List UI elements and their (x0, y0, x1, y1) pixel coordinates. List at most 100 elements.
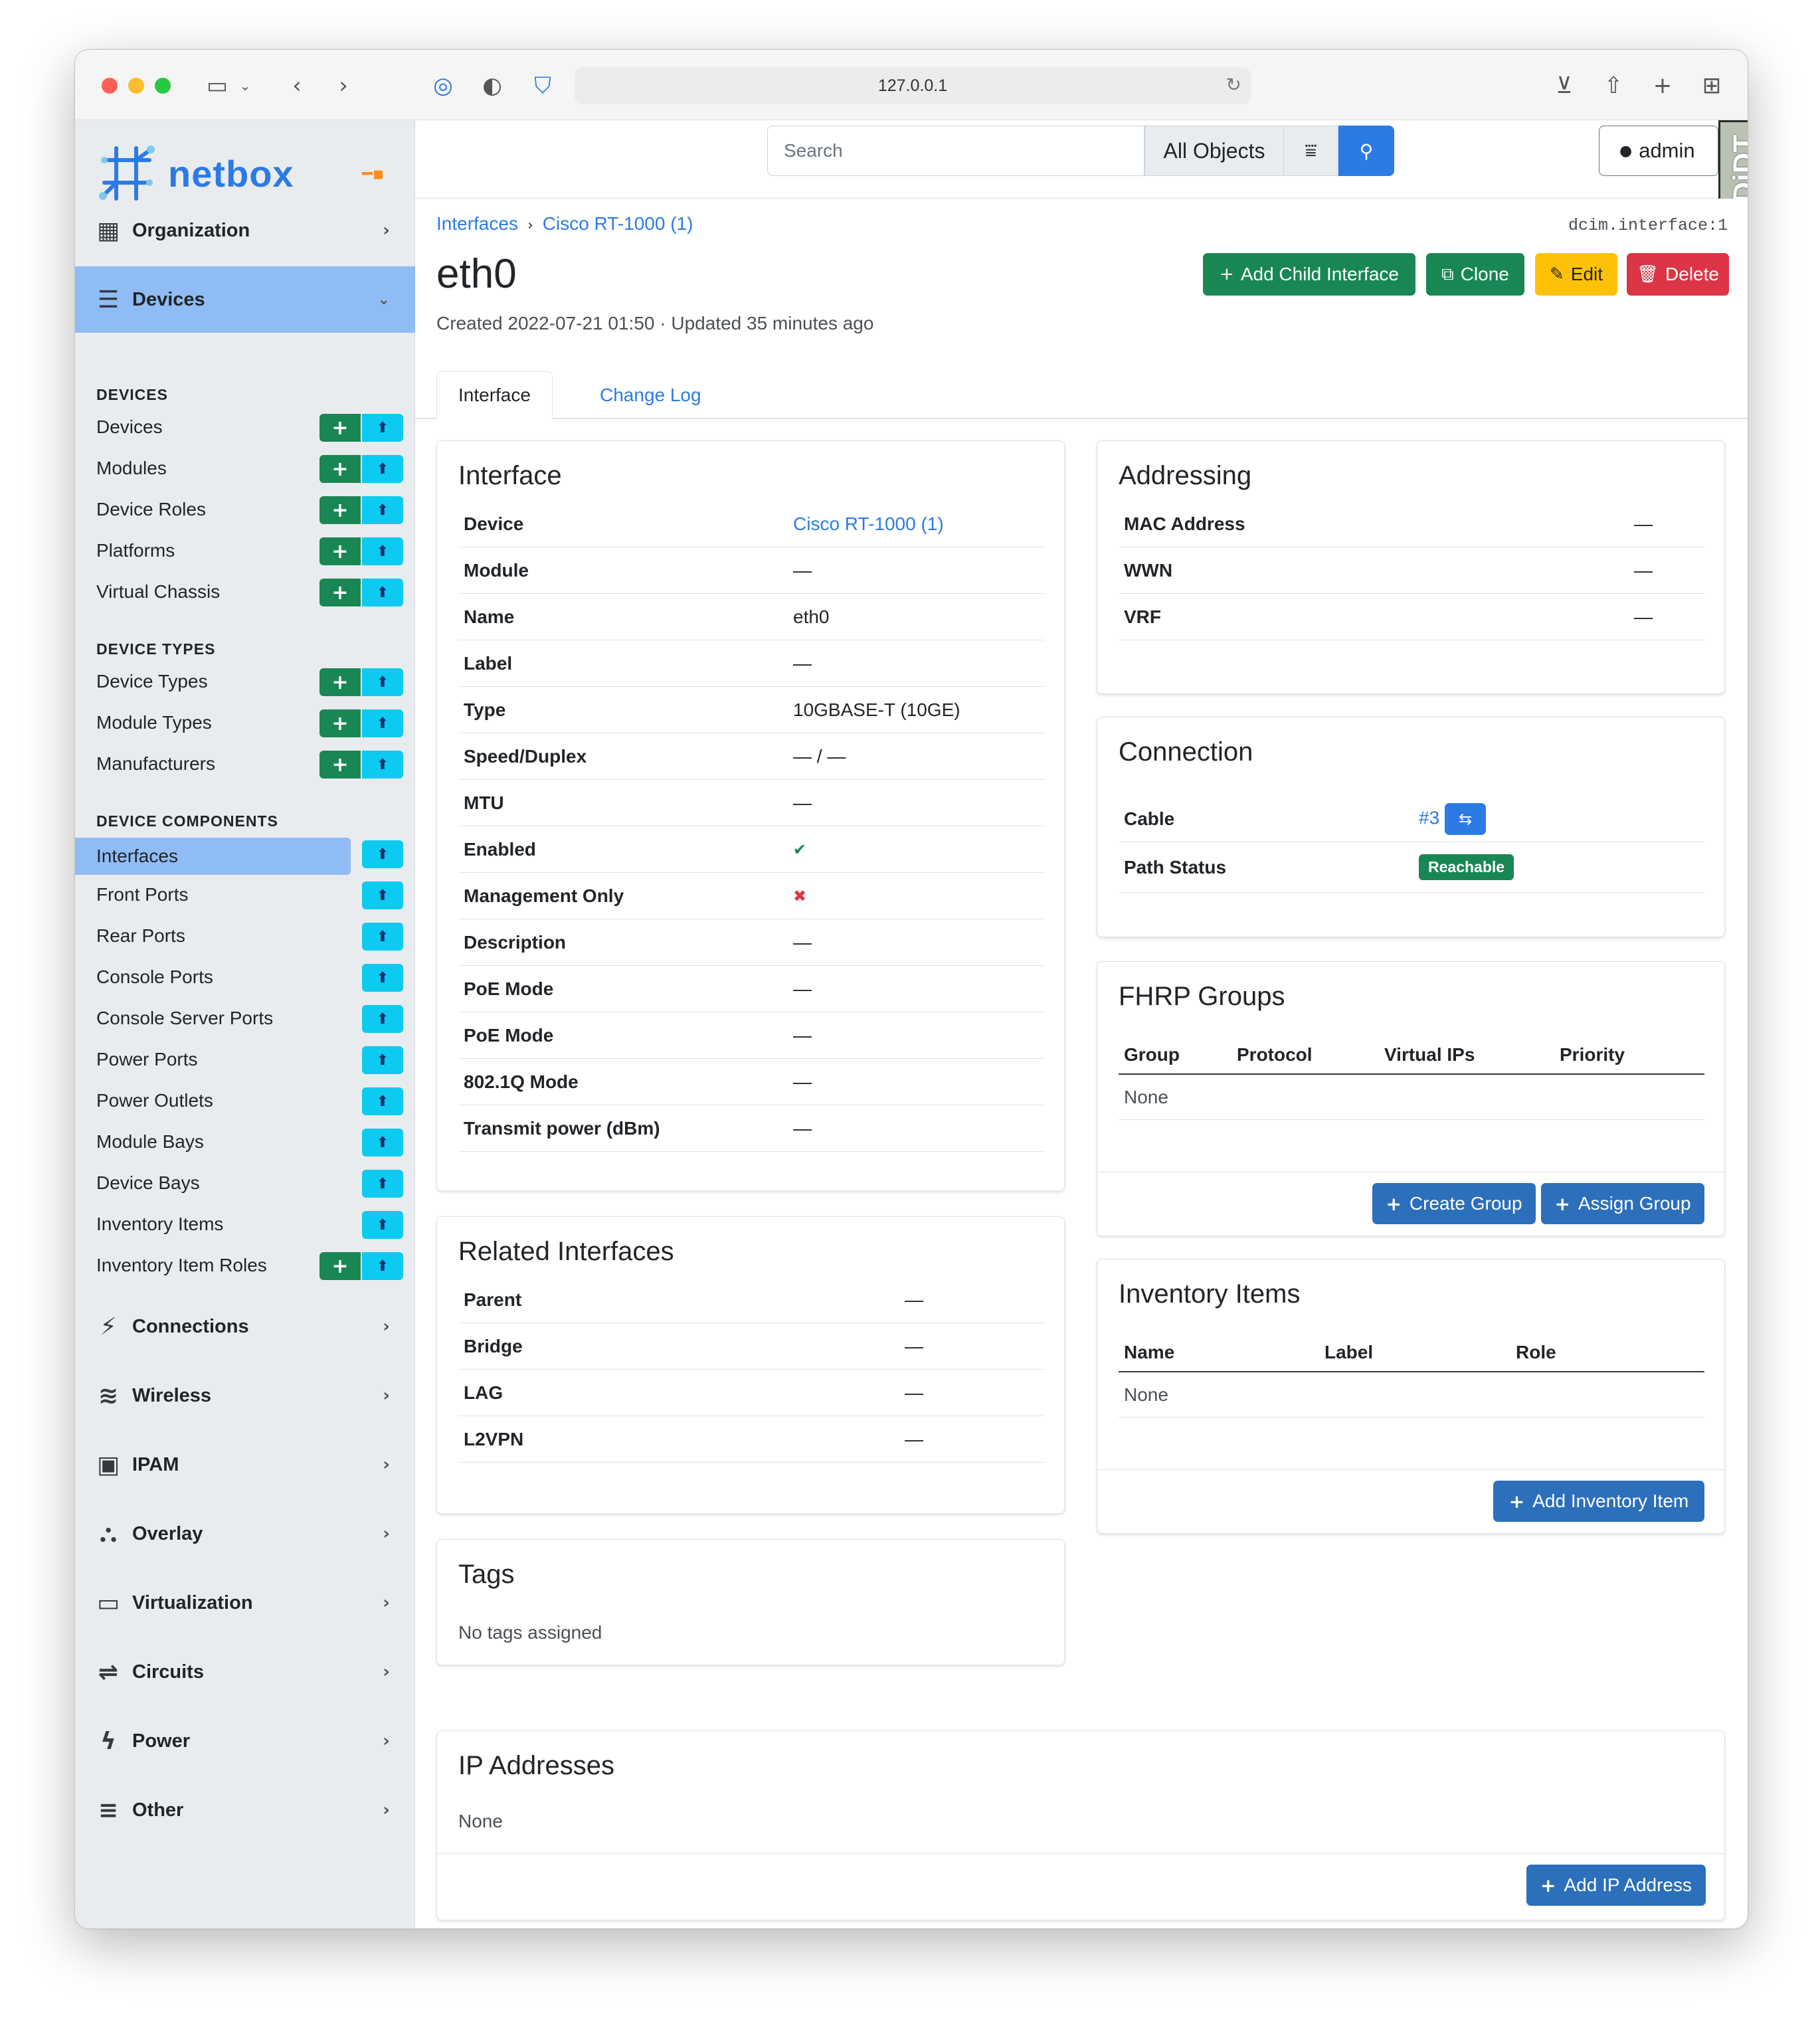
nav-group-circuits[interactable]: ⇌ Circuits › (75, 1639, 415, 1705)
add-ip-address-button[interactable]: + Add IP Address (1526, 1865, 1706, 1906)
import-icon[interactable]: ⬆ (362, 881, 403, 909)
netbox-logo[interactable]: netbox (95, 140, 294, 207)
column-role[interactable]: Role (1516, 1342, 1556, 1362)
sidebar-item-virtual-chassis[interactable]: Virtual Chassis + ⬆ (75, 576, 415, 608)
import-icon[interactable]: ⬆ (362, 414, 403, 442)
nav-group-overlay[interactable]: ⛬ Overlay › (75, 1501, 415, 1567)
nav-group-wireless[interactable]: ≋ Wireless › (75, 1362, 415, 1429)
import-icon[interactable]: ⬆ (362, 1046, 403, 1074)
user-menu-button[interactable]: ● admin (1599, 126, 1718, 176)
column-name[interactable]: Name (1124, 1342, 1175, 1362)
sidebar-item-power-ports[interactable]: Power Ports ⬆ (75, 1044, 415, 1075)
sidebar-item-manufacturers[interactable]: Manufacturers + ⬆ (75, 748, 415, 780)
reload-icon[interactable]: ↻ (1226, 74, 1241, 96)
sidebar-item-device-types[interactable]: Device Types + ⬆ (75, 666, 415, 697)
share-icon[interactable]: ⇧ (1603, 72, 1623, 99)
import-icon[interactable]: ⬆ (362, 537, 403, 565)
tab-overview-icon[interactable]: ⊞ (1702, 72, 1722, 99)
sidebar-item-platforms[interactable]: Platforms + ⬆ (75, 535, 415, 567)
sidebar-item-inventory-items[interactable]: Inventory Items ⬆ (75, 1208, 415, 1240)
tab-change-log[interactable]: Change Log (579, 371, 723, 419)
sidebar-item-console-server-ports[interactable]: Console Server Ports ⬆ (75, 1002, 415, 1034)
column-label[interactable]: Label (1324, 1342, 1374, 1362)
sidebar-item-modules[interactable]: Modules + ⬆ (75, 452, 415, 484)
nav-group-other[interactable]: ≡ Other › (75, 1777, 415, 1843)
add-button[interactable]: + (319, 709, 361, 737)
nav-group-virtualization[interactable]: ▭ Virtualization › (75, 1570, 415, 1636)
add-button[interactable]: + (319, 668, 361, 696)
nav-group-organization[interactable]: ▦ Organization › (75, 197, 415, 264)
add-button[interactable]: + (319, 455, 361, 483)
add-button[interactable]: + (319, 579, 361, 606)
sidebar-toggle-icon[interactable]: ▭ (206, 72, 228, 99)
import-icon[interactable]: ⬆ (362, 1211, 403, 1239)
import-icon[interactable]: ⬆ (362, 1005, 403, 1033)
assign-group-button[interactable]: + Assign Group (1541, 1183, 1704, 1224)
column-priority[interactable]: Priority (1560, 1044, 1625, 1065)
sidebar-item-interfaces[interactable]: Interfaces (75, 838, 351, 875)
add-child-interface-button[interactable]: + Add Child Interface (1203, 253, 1415, 296)
nav-group-connections[interactable]: ⚡ Connections › (75, 1293, 415, 1360)
cable-link[interactable]: #3 (1419, 806, 1440, 828)
search-input[interactable]: Search (767, 126, 1144, 176)
trace-cable-icon[interactable]: ⇆ (1445, 802, 1487, 835)
search-scope-dropdown[interactable]: All Objects (1144, 126, 1284, 176)
chevron-down-icon[interactable]: ⌄ (239, 78, 251, 94)
column-protocol[interactable]: Protocol (1237, 1044, 1313, 1065)
privacy-shield-icon[interactable]: ⛉ (534, 72, 551, 99)
search-button[interactable]: ⚲ (1338, 126, 1394, 176)
close-window-button[interactable] (102, 78, 118, 94)
minimize-window-button[interactable] (128, 78, 144, 94)
sidebar-item-power-outlets[interactable]: Power Outlets ⬆ (75, 1085, 415, 1117)
column-virtual-ips[interactable]: Virtual IPs (1384, 1044, 1475, 1065)
sidebar-item-device-bays[interactable]: Device Bays ⬆ (75, 1167, 415, 1199)
import-icon[interactable]: ⬆ (362, 1129, 403, 1156)
nav-group-ipam[interactable]: ▣ IPAM › (75, 1431, 415, 1498)
add-button[interactable]: + (319, 751, 361, 779)
add-button[interactable]: + (319, 1252, 361, 1280)
sidebar-item-module-types[interactable]: Module Types + ⬆ (75, 707, 415, 739)
nav-group-devices[interactable]: ☰ Devices ⌄ (75, 266, 415, 333)
sidebar-item-module-bays[interactable]: Module Bays ⬆ (75, 1126, 415, 1158)
import-icon[interactable]: ⬆ (362, 923, 403, 951)
sidebar-item-front-ports[interactable]: Front Ports ⬆ (75, 879, 415, 911)
shield-icon[interactable]: ◐ (482, 72, 502, 99)
import-icon[interactable]: ⬆ (362, 579, 403, 606)
column-group[interactable]: Group (1124, 1044, 1180, 1065)
forward-icon[interactable]: › (339, 72, 348, 99)
sidebar-item-console-ports[interactable]: Console Ports ⬆ (75, 961, 415, 993)
clone-button[interactable]: ⧉ Clone (1426, 253, 1524, 296)
pin-sidebar-icon[interactable]: ━▪ (362, 164, 385, 184)
sidebar-item-device-roles[interactable]: Device Roles + ⬆ (75, 494, 415, 525)
new-tab-icon[interactable]: + (1653, 72, 1673, 99)
add-button[interactable]: + (319, 537, 361, 565)
address-bar[interactable]: 127.0.0.1 ↻ (575, 67, 1251, 104)
import-icon[interactable]: ⬆ (362, 668, 403, 696)
add-inventory-item-button[interactable]: + Add Inventory Item (1493, 1481, 1704, 1522)
import-icon[interactable]: ⬆ (362, 1252, 403, 1280)
import-icon[interactable]: ⬆ (362, 496, 403, 524)
delete-button[interactable]: 🗑 Delete (1627, 253, 1729, 296)
nav-group-power[interactable]: ϟ Power › (75, 1708, 415, 1774)
breadcrumb-device[interactable]: Cisco RT-1000 (1) (542, 213, 693, 234)
downloads-icon[interactable]: ⊻ (1556, 72, 1573, 99)
zoom-window-button[interactable] (155, 78, 171, 94)
import-icon[interactable]: ⬆ (362, 1170, 403, 1198)
breadcrumb-interfaces[interactable]: Interfaces (436, 213, 518, 234)
edit-button[interactable]: ✎ Edit (1535, 253, 1617, 296)
back-icon[interactable]: ‹ (292, 72, 302, 99)
add-button[interactable]: + (319, 496, 361, 524)
import-icon[interactable]: ⬆ (362, 455, 403, 483)
create-group-button[interactable]: + Create Group (1372, 1183, 1536, 1224)
import-icon[interactable]: ⬆ (362, 964, 403, 992)
import-icon[interactable]: ⬆ (362, 709, 403, 737)
import-icon[interactable]: ⬆ (362, 840, 403, 868)
sidebar-item-devices[interactable]: Devices + ⬆ (75, 411, 415, 443)
sidebar-item-inventory-item-roles[interactable]: Inventory Item Roles + ⬆ (75, 1249, 415, 1281)
import-icon[interactable]: ⬆ (362, 751, 403, 779)
kv-value-link[interactable]: Cisco RT-1000 (1) (793, 513, 944, 534)
sidebar-item-rear-ports[interactable]: Rear Ports ⬆ (75, 920, 415, 952)
password-manager-icon[interactable]: ◎ (433, 72, 453, 99)
import-icon[interactable]: ⬆ (362, 1087, 403, 1115)
add-button[interactable]: + (319, 414, 361, 442)
